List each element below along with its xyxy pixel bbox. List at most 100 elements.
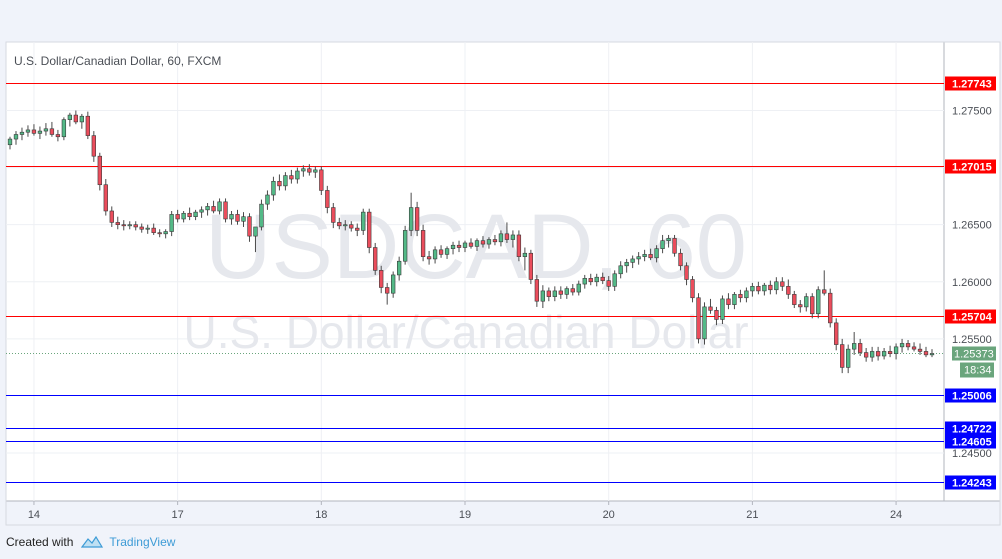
candle — [816, 286, 821, 319]
candle-body — [929, 353, 935, 356]
candle-body — [235, 214, 240, 222]
candle-body — [594, 276, 599, 283]
candle — [199, 206, 204, 218]
candle — [642, 249, 647, 262]
candle-body — [881, 351, 887, 357]
candle — [486, 237, 492, 249]
candle — [319, 166, 324, 195]
candle — [582, 274, 587, 289]
candle-body — [450, 244, 456, 249]
level-price-tag — [945, 475, 996, 490]
candle — [714, 306, 719, 326]
x-tick-label: 14 — [28, 509, 40, 521]
candle — [474, 238, 480, 251]
candle — [857, 338, 863, 356]
candle-body — [852, 343, 857, 350]
candle — [115, 216, 120, 230]
candle — [720, 295, 725, 325]
candle-body — [145, 227, 150, 230]
candle-body — [822, 289, 827, 294]
candle — [408, 192, 414, 237]
candle — [881, 348, 887, 360]
candle-body — [893, 346, 899, 355]
candle-body — [79, 115, 85, 123]
candle-body — [774, 281, 779, 291]
candle-body — [810, 296, 815, 315]
candle-body — [73, 114, 79, 123]
x-tick-label: 19 — [459, 509, 471, 521]
candle — [636, 252, 641, 265]
candle — [899, 338, 905, 353]
candle — [73, 110, 79, 125]
candle — [786, 279, 791, 299]
candle — [869, 346, 875, 362]
candle-body — [612, 273, 617, 287]
candle-body — [642, 254, 647, 257]
candle-body — [97, 155, 102, 186]
candle-body — [319, 169, 324, 191]
candle-body — [630, 258, 635, 263]
candle-body — [558, 290, 563, 295]
candle-body — [301, 168, 306, 172]
chart-title: U.S. Dollar/Canadian Dollar, 60, FXCM — [14, 54, 221, 68]
candle — [241, 212, 246, 227]
candle — [438, 245, 444, 258]
candle-body — [438, 249, 444, 255]
candle — [780, 277, 785, 291]
candle-body — [474, 240, 480, 247]
candle-body — [726, 298, 731, 305]
candle — [768, 280, 773, 295]
candle — [648, 248, 653, 261]
candle-body — [834, 322, 839, 345]
candle — [169, 210, 174, 237]
candle — [810, 293, 815, 319]
candle-body — [588, 278, 593, 283]
footer: Created with TradingView — [6, 530, 175, 554]
candle-body — [259, 203, 264, 228]
candle-body — [917, 348, 923, 352]
level-price-label: 1.27015 — [952, 162, 992, 174]
candle — [361, 208, 366, 235]
candle-body — [660, 240, 665, 249]
candle-body — [133, 224, 138, 228]
candle — [834, 318, 839, 351]
level-price-tag — [945, 434, 996, 449]
candle — [49, 121, 55, 137]
candle-body — [367, 211, 372, 248]
candle — [396, 256, 402, 281]
candle — [139, 223, 144, 233]
candle — [379, 265, 384, 294]
candle — [606, 276, 611, 291]
candle-body — [223, 201, 228, 220]
candle — [492, 234, 498, 246]
candle-body — [546, 290, 551, 297]
candle-body — [792, 294, 797, 305]
candle-body — [456, 244, 462, 248]
candle — [552, 286, 557, 302]
candle-body — [857, 343, 863, 353]
candle-body — [648, 254, 653, 259]
candle-body — [899, 343, 905, 348]
candle — [654, 245, 659, 263]
candle-body — [373, 247, 378, 271]
candle — [702, 302, 707, 345]
candle — [911, 342, 917, 352]
candle — [480, 236, 486, 248]
candle — [708, 298, 713, 314]
x-tick-label: 17 — [172, 509, 184, 521]
candle-body — [331, 207, 336, 223]
candle — [277, 174, 282, 191]
candle-body — [468, 242, 474, 247]
candle-body — [61, 119, 67, 138]
candle-body — [181, 212, 186, 220]
candle — [750, 282, 755, 297]
tradingview-link[interactable]: TradingView — [81, 535, 175, 549]
candle — [450, 241, 456, 255]
level-price-label: 1.24605 — [952, 437, 992, 449]
candle-body — [738, 294, 743, 299]
candle-body — [504, 233, 510, 240]
candle — [798, 300, 803, 313]
candle — [887, 345, 893, 358]
y-tick-label: 1.25500 — [952, 334, 992, 346]
candle-body — [804, 296, 809, 308]
